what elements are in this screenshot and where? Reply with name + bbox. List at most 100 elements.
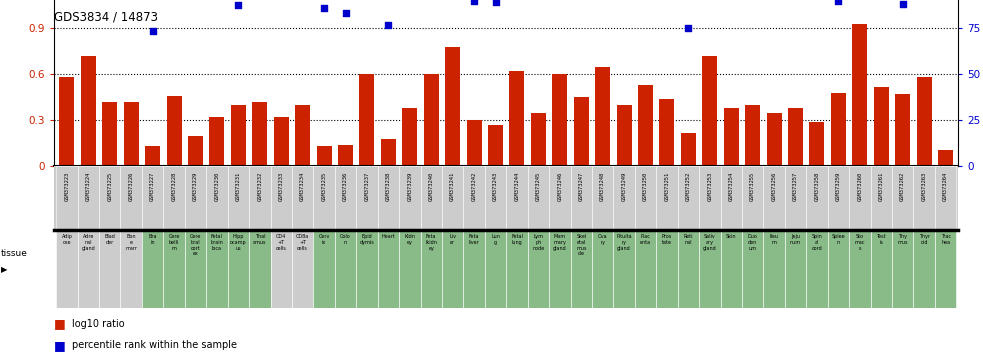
Text: Pituita
ry
gland: Pituita ry gland bbox=[616, 234, 632, 251]
Text: Jeju
num: Jeju num bbox=[790, 234, 801, 245]
Bar bbox=[442, 166, 463, 230]
Text: GSM373253: GSM373253 bbox=[708, 171, 713, 201]
Bar bbox=[56, 230, 78, 308]
Bar bbox=[549, 230, 570, 308]
Bar bbox=[292, 166, 314, 230]
Text: GSM373263: GSM373263 bbox=[922, 171, 927, 201]
Text: GSM373246: GSM373246 bbox=[557, 171, 562, 201]
Bar bbox=[270, 166, 292, 230]
Bar bbox=[421, 230, 442, 308]
Text: GSM373247: GSM373247 bbox=[579, 171, 584, 201]
Bar bbox=[270, 230, 292, 308]
Bar bbox=[249, 166, 270, 230]
Text: Mam
mary
gland: Mam mary gland bbox=[553, 234, 566, 251]
Bar bbox=[377, 230, 399, 308]
Bar bbox=[657, 230, 677, 308]
Text: Pros
tate: Pros tate bbox=[662, 234, 672, 245]
Bar bbox=[124, 102, 139, 166]
Bar bbox=[253, 102, 267, 166]
Bar bbox=[99, 230, 121, 308]
Bar bbox=[764, 230, 784, 308]
Point bbox=[337, 10, 353, 16]
Text: GSM373245: GSM373245 bbox=[536, 171, 541, 201]
Bar bbox=[806, 166, 828, 230]
Bar bbox=[935, 230, 956, 308]
Bar bbox=[273, 117, 289, 166]
Text: GSM373255: GSM373255 bbox=[750, 171, 755, 201]
Text: GSM373237: GSM373237 bbox=[365, 171, 370, 201]
Bar bbox=[871, 166, 892, 230]
Bar bbox=[849, 230, 871, 308]
Bar bbox=[421, 166, 442, 230]
Bar bbox=[335, 230, 356, 308]
Bar bbox=[399, 230, 421, 308]
Bar bbox=[292, 230, 314, 308]
Text: Thal
amus: Thal amus bbox=[253, 234, 266, 245]
Text: CD8a
+T
cells: CD8a +T cells bbox=[296, 234, 310, 251]
Text: percentile rank within the sample: percentile rank within the sample bbox=[72, 340, 237, 350]
Text: Kidn
ey: Kidn ey bbox=[404, 234, 415, 245]
Bar bbox=[935, 166, 956, 230]
Bar bbox=[913, 230, 935, 308]
Bar bbox=[809, 122, 825, 166]
Bar bbox=[142, 230, 163, 308]
Bar bbox=[852, 24, 867, 166]
Text: GSM373250: GSM373250 bbox=[643, 171, 648, 201]
Bar bbox=[549, 166, 570, 230]
Bar bbox=[142, 166, 163, 230]
Bar bbox=[228, 166, 249, 230]
Bar bbox=[445, 47, 460, 166]
Text: GSM373235: GSM373235 bbox=[321, 171, 326, 201]
Point bbox=[466, 0, 482, 4]
Bar bbox=[677, 230, 699, 308]
Text: GSM373259: GSM373259 bbox=[836, 171, 840, 201]
Bar bbox=[613, 166, 635, 230]
Text: Trac
hea: Trac hea bbox=[941, 234, 951, 245]
Text: Fetal
lung: Fetal lung bbox=[511, 234, 523, 245]
Text: GDS3834 / 14873: GDS3834 / 14873 bbox=[54, 11, 158, 24]
Text: Hipp
ocamp
us: Hipp ocamp us bbox=[230, 234, 247, 251]
Bar bbox=[317, 147, 331, 166]
Bar bbox=[356, 166, 377, 230]
Point bbox=[831, 0, 846, 4]
Bar bbox=[896, 94, 910, 166]
Bar bbox=[488, 125, 503, 166]
Bar bbox=[657, 166, 677, 230]
Bar bbox=[81, 56, 96, 166]
Bar bbox=[788, 108, 803, 166]
Text: Feta
lkidn
ey: Feta lkidn ey bbox=[426, 234, 437, 251]
Text: GSM373233: GSM373233 bbox=[279, 171, 284, 201]
Point bbox=[895, 1, 910, 7]
Bar bbox=[463, 230, 485, 308]
Bar bbox=[528, 166, 549, 230]
Text: CD4
+T
cells: CD4 +T cells bbox=[276, 234, 287, 251]
Text: GSM373227: GSM373227 bbox=[150, 171, 155, 201]
Text: Test
is: Test is bbox=[877, 234, 886, 245]
Text: Colo
n: Colo n bbox=[340, 234, 351, 245]
Bar bbox=[54, 166, 958, 230]
Text: Lym
ph
node: Lym ph node bbox=[532, 234, 545, 251]
Text: Cere
belli
m: Cere belli m bbox=[168, 234, 180, 251]
Text: Cerv
ix: Cerv ix bbox=[318, 234, 329, 245]
Point bbox=[380, 22, 396, 28]
Bar bbox=[723, 108, 739, 166]
Text: GSM373230: GSM373230 bbox=[214, 171, 219, 201]
Bar bbox=[463, 166, 485, 230]
Text: Reti
nal: Reti nal bbox=[683, 234, 693, 245]
Bar bbox=[188, 136, 203, 166]
Bar bbox=[721, 230, 742, 308]
Bar bbox=[78, 166, 99, 230]
Bar bbox=[806, 230, 828, 308]
Text: Spin
al
cord: Spin al cord bbox=[812, 234, 823, 251]
Bar bbox=[360, 74, 375, 166]
Bar bbox=[335, 166, 356, 230]
Bar bbox=[784, 166, 806, 230]
Bar bbox=[721, 166, 742, 230]
Bar bbox=[849, 166, 871, 230]
Text: GSM373256: GSM373256 bbox=[772, 171, 777, 201]
Bar bbox=[916, 78, 932, 166]
Text: GSM373240: GSM373240 bbox=[429, 171, 434, 201]
Text: Plac
enta: Plac enta bbox=[640, 234, 651, 245]
Bar bbox=[595, 67, 610, 166]
Point bbox=[680, 25, 696, 31]
